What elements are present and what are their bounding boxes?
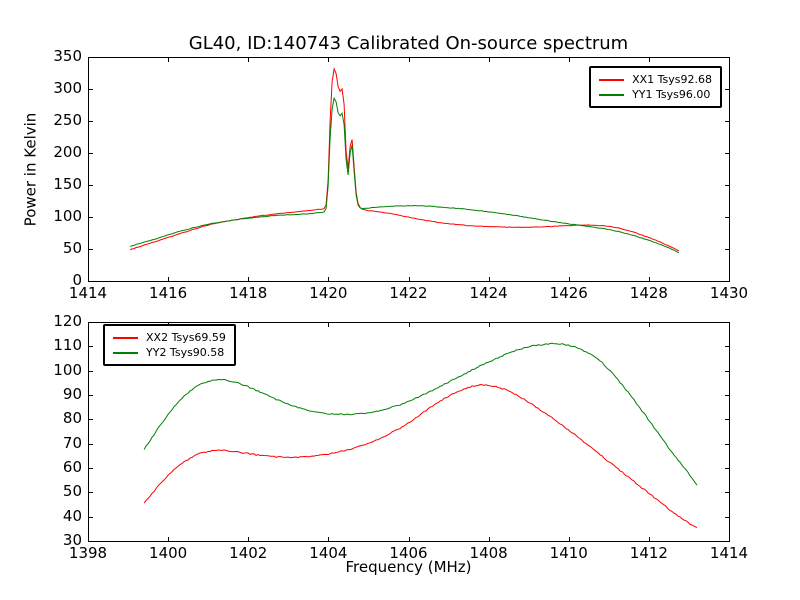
x-tick-label: 1416 [149,284,188,302]
x-tick-label: 1424 [469,284,508,302]
y-tick-label: 110 [53,336,82,355]
legend-label: YY2 Tsys90.58 [146,346,225,359]
x-tick-label: 1398 [68,544,108,562]
y-tick-label: 40 [62,506,82,525]
legend-label: XX2 Tsys69.59 [146,331,226,344]
legend-item: YY2 Tsys90.58 [113,345,226,360]
x-tick-label: 1412 [629,544,668,562]
y-tick-label: 100 [53,207,82,225]
series-line [143,383,698,529]
x-tick-label: 1402 [229,544,268,562]
legend-item: XX2 Tsys69.59 [113,330,226,345]
x-tick-label: 1414 [68,284,108,302]
y-tick-label: 90 [62,385,82,403]
axes-frame [88,322,730,542]
x-tick-label: 1430 [709,284,749,302]
legend-item: YY1 Tsys96.00 [599,87,712,102]
legend-line-swatch [599,78,625,81]
axes-frame [88,57,730,282]
x-tick-label: 1400 [149,544,188,562]
legend-item: XX1 Tsys92.68 [599,72,712,87]
legend-top: XX1 Tsys92.68 YY1 Tsys96.00 [589,66,722,108]
y-tick-label: 0 [72,271,82,289]
y-tick-label: 200 [53,143,82,161]
y-tick-label: 250 [53,111,82,129]
y-tick-label: 80 [62,409,82,428]
legend-bottom: XX2 Tsys69.59 YY2 Tsys90.58 [103,324,236,366]
x-tick-label: 1410 [549,544,588,562]
x-tick-label: 1426 [549,284,588,302]
chart-title: GL40, ID:140743 Calibrated On-source spe… [188,33,629,54]
series-line [143,342,698,486]
x-tick-label: 1422 [389,284,428,302]
y-tick-label: 50 [62,482,82,501]
x-tick-label: 1414 [709,544,749,562]
y-tick-label: 350 [53,47,82,65]
x-tick-label: 1404 [309,544,348,562]
legend-line-swatch [599,93,625,96]
y-tick-label: 50 [62,239,82,257]
y-tick-label: 70 [62,433,82,452]
x-tick-label: 1406 [389,544,428,562]
x-axis-label: Frequency (MHz) [345,558,472,576]
y-tick-label: 150 [53,175,82,193]
y-tick-label: 300 [53,79,82,97]
legend-line-swatch [113,336,138,339]
y-tick-label: 100 [53,360,82,379]
x-tick-label: 1428 [629,284,668,302]
x-tick-label: 1408 [469,544,508,562]
x-tick-label: 1420 [309,284,348,302]
y-tick-label: 30 [62,531,82,549]
y-tick-label: 120 [53,312,82,330]
legend-label: YY1 Tsys96.00 [632,88,711,101]
y-tick-label: 60 [62,458,82,476]
x-tick-label: 1418 [229,284,268,302]
legend-label: XX1 Tsys92.68 [632,73,712,86]
series-line [129,96,680,254]
legend-line-swatch [113,351,138,354]
